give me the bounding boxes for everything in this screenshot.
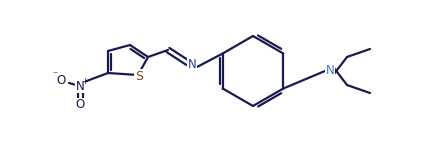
Text: ⁻: ⁻ — [52, 70, 58, 80]
Text: N: N — [326, 64, 334, 78]
Text: +: + — [82, 77, 88, 86]
Text: O: O — [56, 75, 66, 88]
Text: O: O — [75, 99, 85, 112]
Text: S: S — [135, 69, 143, 83]
Text: N: N — [188, 58, 196, 72]
Text: N: N — [76, 80, 84, 93]
